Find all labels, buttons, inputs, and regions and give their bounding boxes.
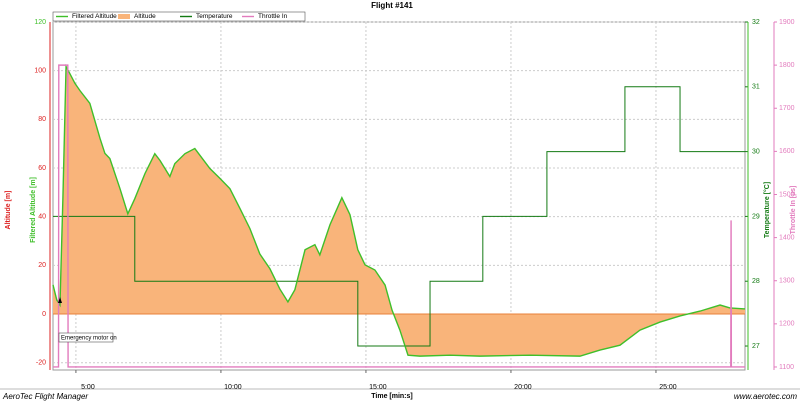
y-tick-label: 20	[38, 262, 46, 269]
y3-axis-label: Throttle In [µs]	[790, 186, 797, 235]
y2-tick-label: 31	[752, 84, 760, 91]
y3-tick-label: 1400	[779, 234, 795, 241]
annotation-box	[58, 332, 114, 343]
chart-title: Flight #141	[371, 1, 413, 10]
y2-tick-label: 27	[752, 343, 760, 350]
legend-label: Altitude	[134, 13, 156, 20]
y-tick-label: 60	[38, 165, 46, 172]
series-step	[53, 86, 745, 347]
series-line	[52, 63, 746, 357]
legend	[52, 11, 306, 22]
y-tick-label: 120	[34, 19, 46, 26]
y3-tick-label: 1800	[779, 62, 795, 69]
y2-tick-label: 30	[752, 148, 760, 155]
y-tick-label: 40	[38, 214, 46, 221]
x-tick-label: 10:00	[224, 384, 242, 391]
y2-axis-label: Temperature [°C]	[763, 182, 771, 238]
legend-swatch	[118, 14, 130, 19]
x-tick-label: 20:00	[514, 384, 532, 391]
y-tick-label: -20	[36, 360, 46, 367]
y2-tick-label: 32	[752, 19, 760, 26]
y-axis-label: Filtered Altitude [m]	[30, 177, 37, 243]
series-area	[53, 66, 745, 357]
x-axis-label: Time [min:s]	[371, 393, 413, 400]
legend-label: Filtered Altitude	[72, 13, 117, 20]
y-tick-label: 100	[34, 68, 46, 75]
x-tick-label: 5:00	[81, 384, 95, 391]
footer-right: www.aerotec.com	[734, 392, 797, 401]
footer-left: AeroTec Flight Manager	[2, 392, 88, 401]
y3-tick-label: 1300	[779, 278, 795, 285]
legend-label: Temperature	[196, 13, 233, 20]
series-line	[53, 64, 745, 368]
x-tick-label: 25:00	[659, 384, 677, 391]
y3-tick-label: 1700	[779, 105, 795, 112]
y3-tick-label: 1500	[779, 191, 795, 198]
y-tick-label: 0	[42, 311, 46, 318]
y3-tick-label: 1900	[779, 19, 795, 26]
y-axis-label: Altitude [m]	[5, 191, 12, 230]
annotation-marker	[58, 297, 62, 303]
x-tick-label: 15:00	[369, 384, 387, 391]
y3-tick-label: 1200	[779, 321, 795, 328]
annotation: Emergency motor on	[61, 336, 117, 342]
y3-tick-label: 1600	[779, 148, 795, 155]
y3-tick-label: 1100	[779, 364, 794, 371]
y2-tick-label: 29	[752, 213, 760, 220]
legend-label: Throttle In	[258, 13, 288, 20]
y2-tick-label: 28	[752, 278, 760, 285]
y-tick-label: 80	[38, 116, 46, 123]
